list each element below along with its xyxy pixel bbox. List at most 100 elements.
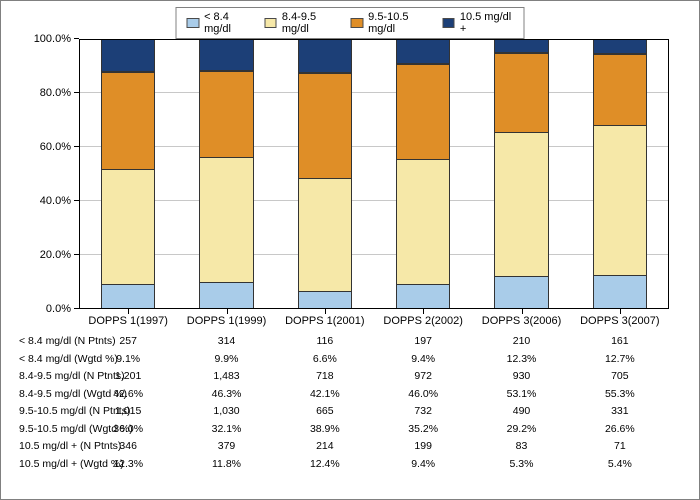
bar-segment-s95_105 [298,73,352,178]
xcat-label: DOPPS 2(2002) [383,315,462,327]
table-row-label: 10.5 mg/dl + (Wgtd %) [19,456,124,474]
xcat-label: DOPPS 1(2001) [285,315,364,327]
table-cell: 9.1% [116,351,140,369]
xtick [423,309,424,314]
ytick-label: 20.0% [40,249,71,261]
table-cell: 665 [316,403,334,421]
table-cell: 379 [218,438,236,456]
table-cell: 35.2% [408,421,438,439]
table-cell: 1,015 [115,403,141,421]
ytick [74,200,79,201]
ytick [74,254,79,255]
stacked-bar [199,39,253,309]
legend-label: 9.5-10.5 mg/dl [368,11,430,35]
table-cell: 11.8% [212,456,241,474]
table-cell: 314 [218,333,236,351]
bar-segment-gte105 [298,39,352,72]
table-cell: 199 [414,438,432,456]
table-cell: 36.0% [113,421,143,439]
table-row: 10.5 mg/dl + (Wgtd %)12.3%11.8%12.4%9.4%… [19,456,669,474]
gridline [79,200,669,201]
table-cell: 71 [614,438,626,456]
plot-area: 0.0%20.0%40.0%60.0%80.0%100.0%DOPPS 1(19… [79,39,669,309]
bar-segment-gte105 [593,39,647,54]
table-cell: 732 [414,403,432,421]
legend-label: < 8.4 mg/dl [204,11,252,35]
table-cell: 331 [611,403,629,421]
table-cell: 9.9% [215,351,239,369]
table-row-label: 9.5-10.5 mg/dl (N Ptnts) [19,403,130,421]
stacked-bar [101,39,155,309]
data-table: < 8.4 mg/dl (N Ptnts)257314116197210161<… [19,333,669,473]
table-cell: 116 [316,333,333,351]
xcat-label: DOPPS 3(2007) [580,315,659,327]
bar-segment-gte105 [199,39,253,71]
xcat-label: DOPPS 3(2006) [482,315,561,327]
table-cell: 5.3% [510,456,534,474]
ytick [74,38,79,39]
xtick [620,309,621,314]
bar-segment-s84_95 [593,125,647,274]
table-cell: 930 [513,368,531,386]
legend-swatch [442,18,455,28]
table-cell: 38.9% [310,421,340,439]
table-cell: 490 [513,403,531,421]
table-row: 9.5-10.5 mg/dl (Wgtd %)36.0%32.1%38.9%35… [19,421,669,439]
legend-item: 9.5-10.5 mg/dl [351,11,431,35]
table-cell: 12.3% [507,351,537,369]
bar-segment-lt84 [593,275,647,309]
ytick [74,92,79,93]
table-cell: 161 [611,333,629,351]
table-row: 8.4-9.5 mg/dl (Wgtd %)42.6%46.3%42.1%46.… [19,386,669,404]
table-cell: 26.6% [605,421,635,439]
table-row: 10.5 mg/dl + (N Ptnts)3463792141998371 [19,438,669,456]
table-row: 9.5-10.5 mg/dl (N Ptnts)1,0151,030665732… [19,403,669,421]
ytick-label: 80.0% [40,87,71,99]
table-row: 8.4-9.5 mg/dl (N Ptnts)1,2011,4837189729… [19,368,669,386]
legend-swatch [187,18,200,28]
xtick [522,309,523,314]
stacked-bar [298,39,352,309]
bar-segment-s84_95 [199,157,253,282]
stacked-bar [593,39,647,309]
bar-segment-s84_95 [298,178,352,292]
bar-segment-s95_105 [101,72,155,169]
table-cell: 53.1% [507,386,537,404]
table-cell: 83 [516,438,528,456]
xtick [227,309,228,314]
table-cell: 12.3% [113,456,143,474]
table-cell: 1,201 [115,368,141,386]
bar-segment-s95_105 [396,64,450,159]
figure: < 8.4 mg/dl 8.4-9.5 mg/dl 9.5-10.5 mg/dl… [0,0,700,500]
table-row-label: < 8.4 mg/dl (N Ptnts) [19,333,116,351]
table-cell: 9.4% [411,351,435,369]
legend-item: 8.4-9.5 mg/dl [264,11,338,35]
table-cell: 46.0% [408,386,438,404]
gridline [79,146,669,147]
stacked-bar [494,39,548,309]
bar-segment-s84_95 [101,169,155,284]
ytick [74,146,79,147]
table-cell: 9.4% [411,456,435,474]
ytick [74,308,79,309]
table-cell: 6.6% [313,351,337,369]
bar-segment-lt84 [494,276,548,309]
bar-segment-lt84 [101,284,155,309]
legend: < 8.4 mg/dl 8.4-9.5 mg/dl 9.5-10.5 mg/dl… [176,7,525,39]
bar-segment-gte105 [494,39,548,53]
bar-segment-s95_105 [593,54,647,126]
table-cell: 42.6% [113,386,143,404]
bar-segment-s95_105 [494,53,548,132]
ytick-label: 100.0% [34,33,71,45]
table-cell: 32.1% [212,421,242,439]
legend-item: < 8.4 mg/dl [187,11,253,35]
plot-frame [79,39,669,309]
table-cell: 197 [414,333,432,351]
table-cell: 210 [513,333,531,351]
table-cell: 214 [316,438,334,456]
xtick [128,309,129,314]
table-cell: 346 [119,438,137,456]
table-cell: 12.7% [605,351,635,369]
xcat-label: DOPPS 1(1999) [187,315,266,327]
stacked-bar [396,39,450,309]
